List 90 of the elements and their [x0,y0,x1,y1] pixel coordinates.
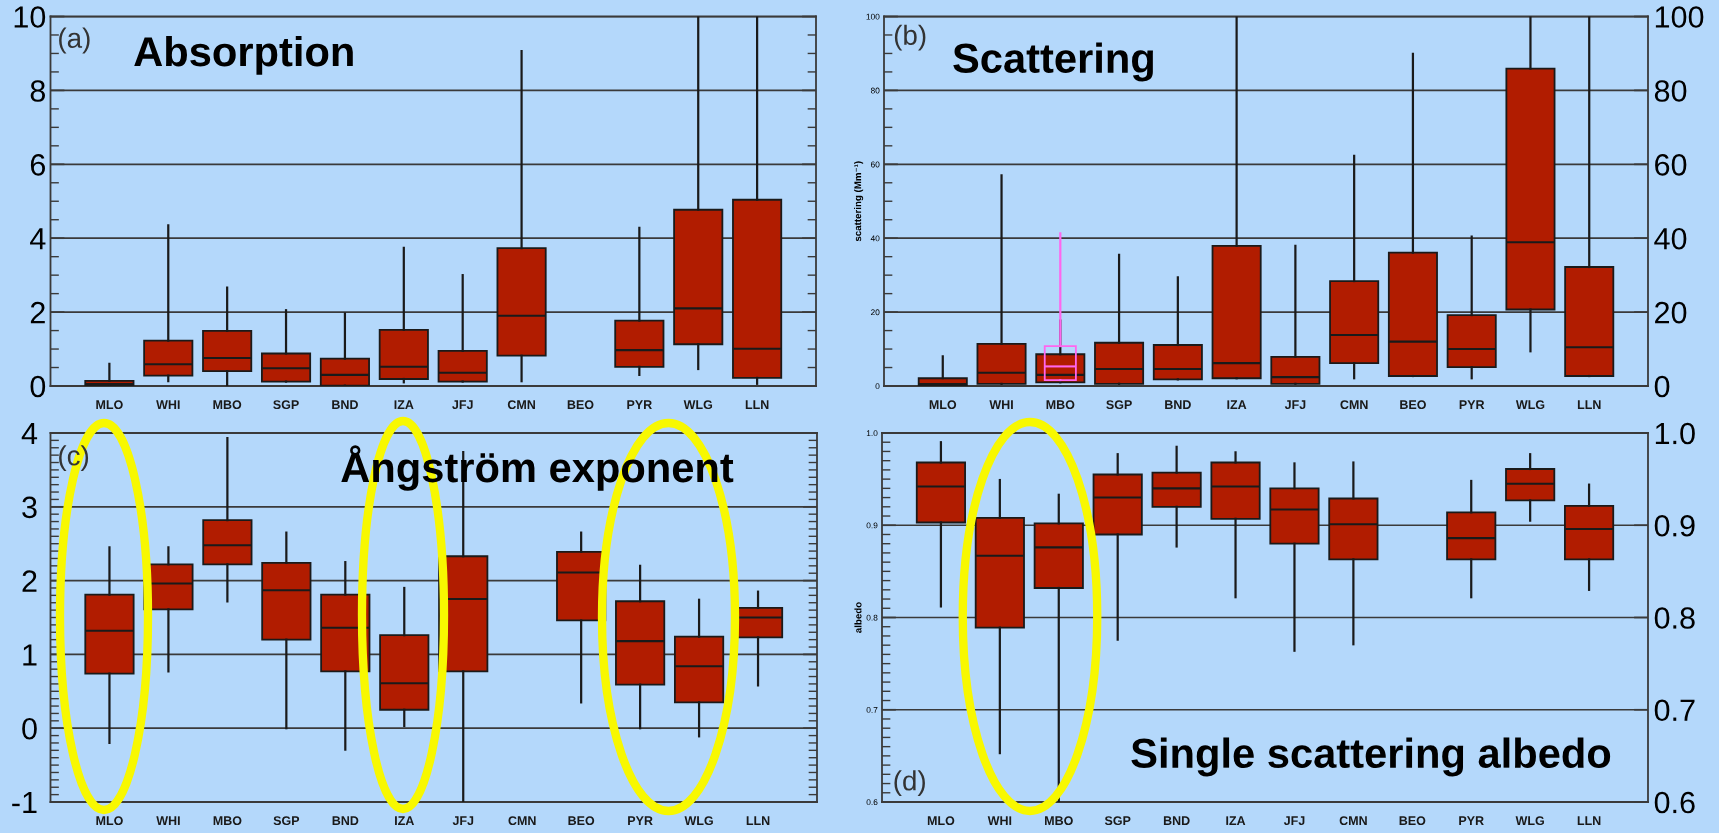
x-tick-label: BND [332,816,359,825]
y-axis-title: scattering (Mm⁻¹) [854,161,864,242]
x-tick-label: IZA [394,400,414,409]
annotation: (a) [59,27,90,54]
y-tick-label: 0 [22,717,37,740]
x-tick-label: MLO [927,816,955,826]
x-tick-label: CMN [1339,816,1367,826]
y-tick-label: 4 [30,228,46,250]
x-tick-label: LLN [746,816,770,825]
y-tick-label: 10 [14,6,46,28]
x-tick-label: WLG [683,400,713,410]
x-tick-label: MLO [96,816,123,826]
x-tick-label: WLG [684,816,713,826]
x-tick-label: BND [1163,816,1190,825]
x-tick-label: WLG [1515,816,1544,826]
y-tick-label: 1 [23,644,37,666]
y2-tick-label: 0.7 [1654,699,1695,722]
x-tick-label: JFJ [1284,400,1306,410]
y-tick-label: 0 [875,383,880,390]
x-tick-label: JFJ [452,400,473,410]
y2-tick-label: 100 [1655,6,1704,28]
y-tick-label: 40 [870,235,880,242]
y-tick-label: 2 [22,570,37,592]
x-tick-label: BND [1165,400,1191,409]
x-tick-label: WLG [1515,400,1545,410]
x-tick-label: PYR [628,816,653,825]
x-tick-label: WHI [989,400,1013,409]
y-tick-label: 3 [22,496,37,519]
y2-tick-label: 80 [1654,80,1687,102]
y2-tick-label: 60 [1655,154,1687,176]
y-tick-label: 4 [21,423,38,445]
y-axis-title: albedo [854,602,862,633]
x-tick-label: SGP [1106,400,1132,410]
x-tick-label: WHI [987,816,1012,825]
y-tick-label: 0.7 [866,706,878,713]
x-tick-label: IZA [1227,400,1247,409]
x-tick-label: MBO [213,816,242,826]
x-tick-label: LLN [1577,816,1601,825]
y-tick-label: -1 [12,792,37,814]
x-tick-label: CMN [1340,400,1368,410]
y2-tick-label: 40 [1654,227,1687,250]
x-tick-label: BEO [567,400,594,410]
x-tick-label: MBO [1046,400,1075,410]
x-tick-label: MLO [96,400,123,410]
x-tick-label: SGP [273,400,299,410]
y2-tick-label: 0.9 [1654,514,1695,537]
x-tick-label: BND [332,400,358,409]
x-tick-label: BEO [568,816,595,826]
x-tick-label: PYR [627,400,652,409]
x-tick-label: IZA [395,816,415,825]
y2-tick-label: 0.6 [1654,791,1695,814]
y2-tick-label: 0.8 [1654,607,1695,629]
x-tick-label: MBO [1045,816,1073,826]
annotation: (b) [894,24,926,51]
x-tick-label: PYR [1459,400,1485,409]
x-tick-label: SGP [1104,816,1131,826]
y-tick-label: 20 [870,309,880,316]
y-tick-label: 60 [870,161,880,168]
text: Scattering [953,42,1153,82]
y-tick-label: 6 [30,154,45,176]
x-tick-label: CMN [507,400,535,410]
y-tick-label: 0 [30,375,46,398]
y2-tick-label: 20 [1655,301,1687,324]
x-tick-label: LLN [745,400,769,409]
text: Single scattering albedo [1131,737,1611,777]
x-tick-label: IZA [1226,816,1246,825]
y2-tick-label: 1.0 [1655,422,1695,445]
y-tick-label: 0.8 [866,614,878,621]
y-tick-label: 2 [30,301,45,324]
y-tick-label: 100 [866,13,880,20]
x-tick-label: WHI [156,816,180,825]
x-tick-label: JFJ [1283,816,1305,826]
x-tick-label: SGP [273,816,300,826]
x-tick-label: MBO [213,400,242,410]
x-tick-label: WHI [156,400,180,409]
y-tick-label: 8 [30,80,46,102]
y-tick-label: 80 [870,87,880,94]
y-tick-label: 0.9 [866,522,878,529]
x-tick-label: LLN [1577,400,1601,409]
y2-tick-label: 0 [1654,375,1670,398]
x-tick-label: JFJ [452,816,474,826]
x-tick-label: BEO [1400,400,1426,410]
x-tick-label: MLO [929,400,957,410]
x-tick-label: CMN [508,816,536,826]
y-tick-label: 0.6 [866,799,878,806]
x-tick-label: BEO [1399,816,1426,826]
x-tick-label: PYR [1459,816,1484,825]
chart-title: Absorption [134,35,353,75]
y-tick-label: 1.0 [866,430,878,437]
annotation: (d) [894,770,925,797]
